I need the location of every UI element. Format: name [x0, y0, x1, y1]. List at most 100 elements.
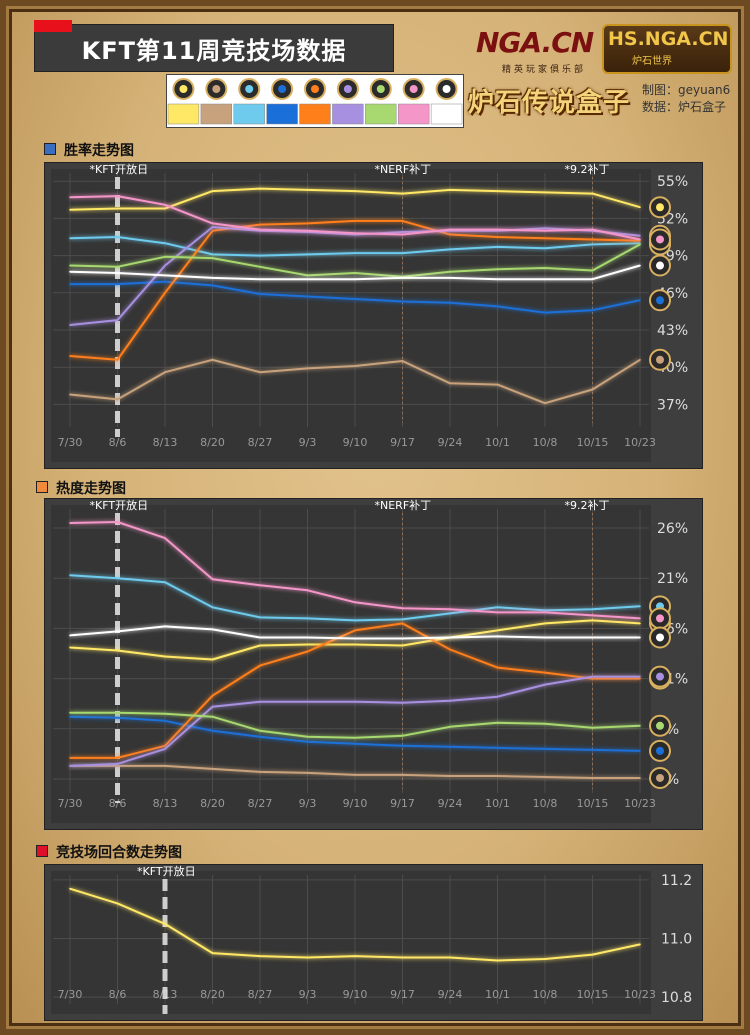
x-tick-label: 8/6 [109, 797, 127, 810]
data-point [259, 187, 261, 190]
y-tick-label: 55% [657, 174, 688, 190]
data-point [306, 741, 309, 743]
class-end-icon-color [656, 721, 664, 730]
data-point [639, 724, 641, 727]
data-point [544, 636, 546, 639]
data-point [69, 355, 71, 357]
data-point [354, 232, 356, 235]
x-tick-label: 9/10 [343, 797, 368, 810]
plot-area [51, 505, 651, 823]
data-point [164, 292, 166, 294]
mage-icon-color [245, 85, 254, 93]
data-point [69, 270, 71, 273]
data-point [591, 192, 594, 195]
legend-swatch [430, 103, 463, 125]
x-tick-label: 9/17 [390, 436, 415, 449]
data-point [116, 272, 119, 274]
data-point [496, 959, 499, 962]
data-point [211, 768, 214, 770]
data-point [544, 191, 546, 194]
data-point [639, 636, 641, 639]
data-point [69, 646, 71, 649]
data-point [496, 383, 499, 386]
data-point [544, 247, 546, 249]
rogue-icon-color [376, 85, 385, 93]
data-point [449, 233, 451, 236]
data-point [259, 616, 261, 619]
data-point [354, 637, 356, 640]
data-point [306, 700, 309, 703]
data-point [116, 577, 119, 580]
data-point [496, 666, 499, 669]
data-point [639, 242, 641, 244]
data-point [591, 228, 594, 231]
data-point [544, 237, 546, 240]
data-point [164, 371, 166, 373]
data-point [306, 295, 309, 298]
data-point [639, 264, 641, 267]
data-point [259, 955, 261, 957]
data-point [544, 311, 546, 314]
data-point [544, 776, 546, 778]
data-point [164, 655, 166, 658]
data-point [164, 274, 166, 277]
data-point [449, 608, 451, 611]
data-point [449, 648, 451, 651]
data-point [211, 606, 214, 609]
winrate-chart: 55%52%49%46%43%40%37%7/30 8/6 8/13 8/20 8/27… [51, 162, 688, 462]
data-point [639, 777, 641, 779]
data-point [259, 371, 261, 373]
nga-logo: NGA.CN [476, 26, 594, 59]
data-point [211, 230, 214, 232]
data-point [164, 203, 166, 206]
data-point [639, 238, 641, 241]
x-tick-label: 8/13 [153, 436, 178, 449]
data-point [449, 746, 451, 748]
credit-source: 数据：炉石盒子 [642, 100, 727, 114]
hs-nga-logo: HS.NGA.CN 炉石世界 [602, 24, 732, 74]
data-point [639, 622, 641, 625]
data-point [354, 278, 356, 280]
data-point [354, 601, 356, 604]
data-point [496, 228, 499, 231]
data-point [211, 226, 214, 228]
y-tick-label: 11.2 [661, 873, 692, 889]
x-tick-label: 9/10 [343, 988, 368, 1001]
class-end-icon-color [656, 296, 664, 305]
data-point [544, 611, 546, 614]
data-point [354, 190, 356, 192]
data-point [116, 649, 119, 652]
data-point [401, 618, 404, 621]
data-point [164, 537, 166, 539]
x-tick-label: 9/3 [299, 988, 317, 1001]
data-point [401, 220, 404, 222]
data-point [544, 402, 546, 404]
class-end-icon-color [656, 261, 664, 270]
data-point [164, 745, 166, 747]
data-point [306, 222, 309, 225]
data-point [639, 234, 641, 237]
popularity-chart-title: 热度走势图 [56, 481, 126, 497]
nga-logo-sub: 精英玩家俱乐部 [502, 65, 587, 75]
data-point [401, 644, 404, 647]
x-tick-label: 7/30 [58, 988, 83, 1001]
legend-swatch [167, 103, 200, 125]
data-point [591, 388, 594, 391]
data-point [449, 699, 451, 702]
data-point [164, 748, 166, 750]
data-point [449, 301, 451, 304]
x-tick-label: 10/23 [624, 988, 656, 1001]
data-point [496, 305, 499, 308]
data-point [211, 190, 214, 192]
data-point [69, 324, 71, 326]
data-point [496, 721, 499, 724]
data-point [401, 360, 404, 362]
data-point [69, 393, 71, 396]
data-point [69, 715, 71, 718]
data-point [449, 270, 451, 273]
data-point [496, 246, 499, 248]
data-point [496, 635, 499, 638]
data-point [164, 625, 166, 628]
annotation-label: *KFT开放日 [90, 163, 149, 176]
hs-logo-sub: 炉石世界 [632, 56, 672, 67]
